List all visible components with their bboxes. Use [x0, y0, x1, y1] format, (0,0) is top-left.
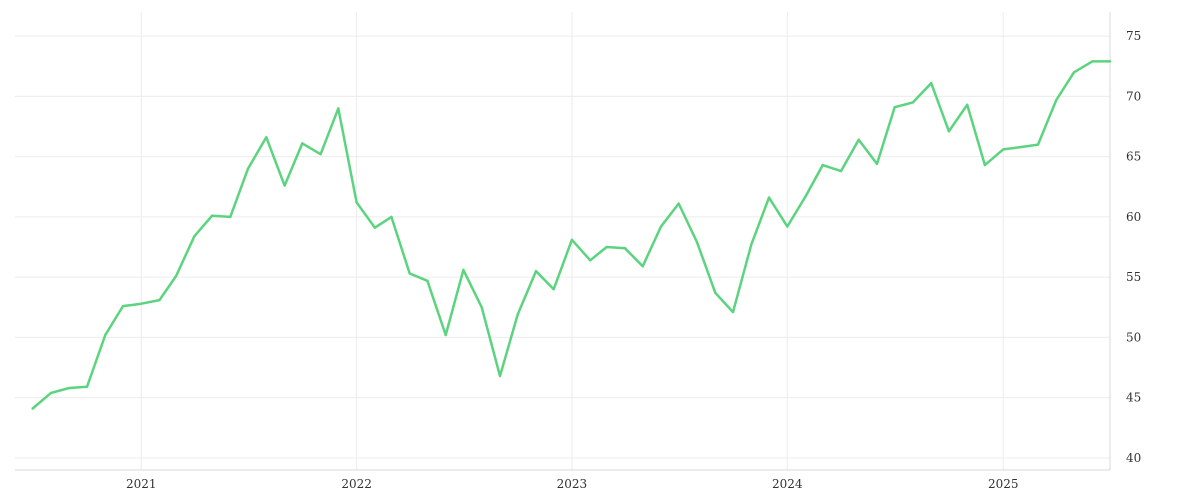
y-tick-label: 70: [1126, 89, 1141, 103]
data-point: [49, 391, 53, 395]
data-point: [408, 272, 411, 275]
data-point: [246, 167, 250, 170]
data-point: [1055, 98, 1058, 102]
data-point: [373, 226, 377, 229]
y-tick-label: 50: [1126, 330, 1141, 344]
data-point: [337, 107, 340, 110]
data-point: [731, 310, 735, 314]
data-point: [839, 169, 843, 173]
data-point: [893, 106, 896, 109]
data-point: [552, 288, 555, 291]
series-layer: [31, 60, 1112, 410]
data-point: [821, 163, 824, 167]
data-point: [31, 407, 34, 410]
data-point: [104, 333, 107, 337]
data-point: [659, 225, 663, 228]
data-point: [570, 238, 574, 241]
data-point: [534, 269, 538, 273]
x-tick-label: 2023: [557, 477, 588, 491]
data-point: [85, 385, 89, 389]
data-point: [875, 162, 879, 166]
data-point: [444, 333, 447, 337]
x-tick-label: 2025: [988, 477, 1019, 491]
grid-layer: [15, 12, 1110, 470]
tick-label-layer: 40 45 50 55 60 65 70 75 2021 2022 2023 2024 2025: [126, 29, 1141, 491]
data-point: [480, 306, 483, 309]
data-point: [714, 291, 717, 295]
data-point: [121, 304, 125, 308]
data-point: [589, 259, 592, 262]
data-point: [301, 142, 304, 145]
data-point: [1020, 145, 1023, 149]
data-point: [462, 268, 465, 272]
data-point: [1108, 60, 1112, 63]
series-line: [31, 60, 1112, 410]
data-point: [283, 184, 286, 187]
data-point: [695, 241, 699, 244]
data-point: [193, 234, 196, 238]
data-point: [930, 81, 933, 85]
data-point: [390, 215, 393, 219]
data-point: [947, 130, 951, 133]
data-point: [68, 386, 71, 390]
data-point: [983, 163, 987, 167]
y-tick-label: 65: [1126, 150, 1141, 164]
data-point: [355, 201, 358, 204]
data-point: [229, 215, 232, 219]
data-point: [911, 101, 915, 104]
data-point: [140, 302, 143, 305]
data-point: [750, 243, 753, 246]
data-point: [767, 196, 771, 199]
data-point: [426, 279, 429, 282]
data-point: [1072, 71, 1076, 74]
data-point: [804, 195, 807, 198]
data-point: [319, 153, 322, 156]
x-tick-label: 2022: [341, 477, 372, 491]
x-tick-label: 2024: [772, 477, 803, 491]
y-tick-label: 60: [1126, 210, 1141, 224]
data-point: [623, 247, 627, 250]
data-point: [605, 245, 608, 249]
data-point: [857, 138, 860, 141]
x-tick-label: 2021: [126, 477, 157, 491]
data-point: [1002, 148, 1005, 151]
data-point: [516, 313, 519, 316]
data-point: [786, 225, 789, 228]
data-point: [498, 374, 502, 378]
data-point: [966, 103, 969, 107]
y-tick-label: 45: [1126, 391, 1141, 405]
data-point: [210, 214, 214, 217]
y-tick-label: 40: [1126, 451, 1141, 465]
data-point: [1036, 143, 1040, 146]
data-point: [265, 136, 268, 139]
data-point: [641, 265, 644, 268]
data-point: [1091, 60, 1094, 63]
y-tick-label: 75: [1126, 29, 1141, 43]
data-point: [677, 202, 680, 205]
data-point: [174, 274, 178, 278]
y-tick-label: 55: [1126, 270, 1141, 284]
data-point: [158, 298, 161, 302]
